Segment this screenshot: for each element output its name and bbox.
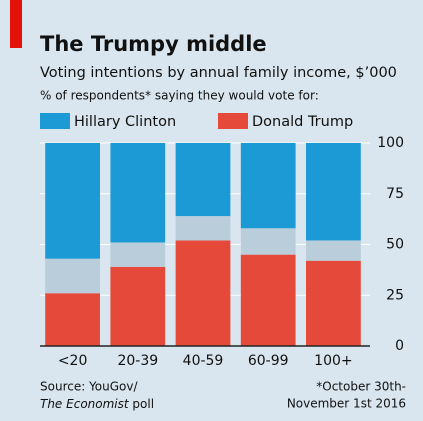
- bar-segment: [45, 143, 100, 259]
- bar-segment: [306, 240, 361, 261]
- bar-segment: [45, 258, 100, 294]
- source-italic: The Economist: [40, 397, 130, 411]
- source-rest: poll: [129, 397, 154, 411]
- y-tick-label: 50: [386, 237, 404, 253]
- x-tick-label: <20: [58, 353, 88, 369]
- y-tick-label: 100: [377, 135, 404, 151]
- source: Source: YouGov/: [40, 380, 138, 394]
- bar-segment: [306, 143, 361, 241]
- legend-swatch: [40, 113, 70, 129]
- bar-segment: [45, 293, 100, 346]
- bar-segment: [175, 143, 231, 217]
- x-tick-label: 40-59: [183, 353, 224, 369]
- bar-segment: [110, 266, 166, 346]
- bar-segment: [240, 143, 296, 229]
- y-tick-label: 75: [386, 186, 404, 202]
- legend-label: Donald Trump: [252, 114, 353, 130]
- legend-swatch: [218, 113, 248, 129]
- note: % of respondents* saying they would vote…: [40, 89, 319, 103]
- y-tick-label: 0: [395, 338, 404, 354]
- legend-label: Hillary Clinton: [74, 114, 176, 130]
- bar-segment: [110, 242, 166, 267]
- x-tick-label: 100+: [314, 353, 352, 369]
- bar-segment: [175, 216, 231, 241]
- bar-segment: [240, 228, 296, 255]
- chart-title: The Trumpy middle: [40, 32, 267, 56]
- bar-segment: [306, 260, 361, 346]
- footnote: November 1st 2016: [287, 397, 406, 411]
- red-tag: [10, 0, 22, 48]
- x-tick-label: 60-99: [248, 353, 289, 369]
- source: The Economist poll: [40, 397, 154, 411]
- bar-segment: [240, 254, 296, 346]
- bar-segment: [110, 143, 166, 243]
- subtitle: Voting intentions by annual family incom…: [40, 65, 397, 81]
- x-tick-label: 20-39: [117, 353, 158, 369]
- y-tick-label: 25: [386, 287, 404, 303]
- footnote: *October 30th-: [316, 380, 406, 394]
- bar-segment: [175, 240, 231, 346]
